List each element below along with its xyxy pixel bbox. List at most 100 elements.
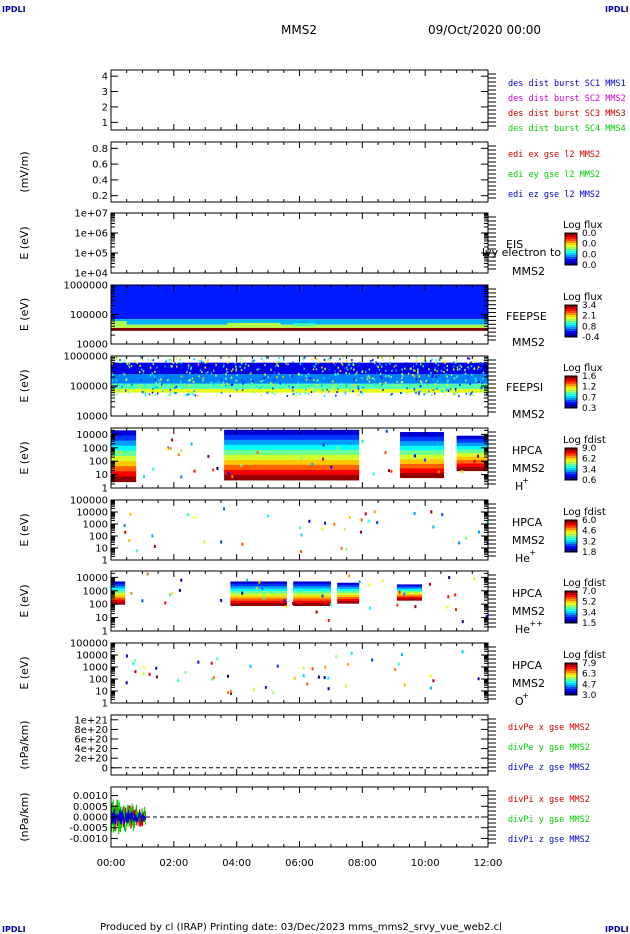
spectrogram-dot	[422, 365, 424, 368]
spectrogram-dot	[395, 384, 397, 387]
spectrogram-dot	[199, 369, 202, 372]
spectrogram-dot	[171, 365, 173, 368]
spectrogram-dot	[310, 391, 313, 394]
spectrogram-cell	[111, 450, 137, 457]
y-axis-label: E (eV)	[18, 513, 31, 546]
spectrogram-dot	[374, 367, 377, 370]
spectrogram-dot	[289, 374, 291, 377]
spectrogram-dot	[437, 368, 440, 371]
spectrogram-dot	[263, 376, 266, 379]
x-tick-label: 06:00	[285, 858, 314, 869]
spectrogram-dot	[390, 394, 392, 397]
spectrogram-dot	[273, 371, 276, 374]
spectrogram-cell	[337, 592, 360, 596]
spectrogram-dot	[225, 373, 227, 376]
spectrogram-dot	[328, 390, 330, 393]
spectrogram-dot	[400, 392, 402, 395]
spectrogram-cell	[293, 323, 316, 327]
spectrogram-dot	[187, 390, 190, 393]
spectrogram-dot	[425, 360, 427, 363]
spectrogram-dot	[317, 361, 319, 364]
spectrogram-dot	[472, 360, 474, 363]
y-tick-label: -0.0005	[69, 823, 108, 834]
spectrogram-dot	[150, 359, 152, 362]
spectrogram-dot	[240, 362, 243, 365]
spectrogram-dot	[227, 471, 230, 475]
panel-5: 10000 100000 1000000 E (eV) FEEPSI MMS2 Log fl…	[18, 352, 603, 423]
colorbar-cell	[565, 251, 577, 254]
spectrogram-dot	[415, 392, 417, 395]
spectrogram-dot	[336, 446, 339, 450]
spectrogram-dot	[413, 388, 416, 391]
spectrogram-dot	[432, 388, 435, 391]
colorbar-cell	[565, 233, 577, 236]
spectrogram-dot	[114, 356, 117, 359]
spectrogram-dot	[157, 379, 160, 382]
colorbar-cell	[565, 404, 577, 407]
spectrogram-dot	[168, 358, 170, 361]
spectrogram-dot	[371, 371, 374, 374]
spectrogram-cell	[456, 446, 488, 451]
spectrogram-dot	[381, 579, 384, 583]
spectrogram-dot	[230, 370, 233, 373]
spectrogram-dot	[356, 371, 358, 374]
colorbar-cell	[565, 540, 577, 543]
spectrogram-dot	[438, 358, 441, 361]
colorbar-tick: 0.0	[582, 229, 597, 239]
spectrogram-dot	[432, 679, 435, 683]
spectrogram-dot	[475, 360, 478, 363]
colorbar-frame	[564, 232, 578, 266]
spectrogram-dot	[396, 362, 398, 365]
spectrogram-dot	[329, 603, 332, 607]
spectrogram-dot	[473, 367, 476, 370]
spectrogram-dot	[418, 375, 420, 378]
colorbar-label: Log fdist	[563, 650, 606, 661]
spectrogram-dot	[140, 384, 142, 387]
colorbar-cell	[565, 456, 577, 459]
spectrogram-dot	[361, 377, 363, 380]
spectrogram-dot	[412, 365, 415, 368]
x-tick-label: 08:00	[348, 858, 377, 869]
spectrogram-dot	[264, 685, 267, 689]
legend-entry: divPe z gse MMS2	[508, 763, 590, 773]
spectrogram-dot	[210, 372, 213, 375]
colorbar-cell	[565, 243, 577, 246]
spectrogram-dot	[444, 362, 446, 365]
spectrogram-dot	[458, 541, 461, 545]
spectrogram-dot	[278, 360, 280, 363]
spectrogram-dot	[332, 380, 334, 383]
spectrogram-dot	[116, 357, 118, 360]
spectrogram-dot	[111, 362, 114, 365]
panel-8: 1 10 100 1000 10000 E (eV) HPCA MMS2 He ++ Log fdi…	[18, 570, 606, 638]
colorbar-cell	[565, 478, 577, 481]
spectrogram-cell	[111, 595, 126, 598]
spectrogram-dot	[403, 592, 406, 596]
colorbar-cell	[565, 309, 577, 312]
spectrogram-cell	[293, 583, 331, 587]
spectrogram-dot	[169, 447, 172, 451]
spectrogram-dot	[389, 361, 391, 364]
spectrogram-dot	[143, 475, 146, 479]
spectrogram-dot	[427, 374, 430, 377]
spectrogram-dot	[304, 375, 307, 378]
spectrogram-dot	[335, 655, 338, 659]
spectrogram-dot	[225, 377, 227, 380]
spectrogram-cell	[456, 463, 488, 468]
spectrogram-dot	[250, 378, 252, 381]
spectrogram-cell	[293, 595, 331, 599]
spectrogram-dot	[322, 443, 325, 447]
colorbar-frame	[564, 519, 578, 553]
spectrogram-dot	[431, 376, 434, 379]
spectrogram-dot	[336, 391, 338, 394]
spectrogram-dot	[335, 374, 337, 377]
colorbar-cell	[565, 693, 577, 696]
colorbar-cell	[565, 615, 577, 618]
spectrogram-dot	[310, 358, 313, 361]
spectrogram-dot	[474, 380, 477, 383]
spectrogram-dot	[250, 382, 252, 385]
spectrogram-dot	[188, 392, 191, 395]
legend-entry: divPe y gse MMS2	[508, 743, 590, 753]
spectrogram-dot	[291, 375, 293, 378]
spectrogram-dot	[126, 362, 128, 365]
spectrogram-dot	[482, 377, 484, 380]
